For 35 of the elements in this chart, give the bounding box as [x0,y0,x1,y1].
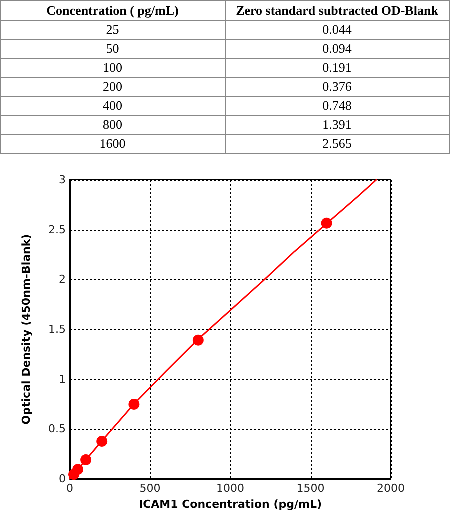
text: 2.565 [225,134,450,154]
x-axis-title: ICAM1 Concentration (pg/mL) [138,498,322,511]
text: 800 [0,116,225,134]
text: 1600 [0,134,225,154]
text: 400 [0,96,225,116]
point [96,436,108,448]
y-tick-label: 0.5 [48,422,66,436]
x-tick-label: 1000 [216,482,244,495]
text: Zero standard subtracted OD-Blank [225,0,450,20]
point [321,218,332,229]
y-tick-label: 0 [59,472,66,486]
x-tick-label: 1500 [296,482,325,495]
text: 0.094 [225,40,450,58]
x-tick-label: 500 [140,482,161,495]
text: 0.376 [225,78,450,96]
text: 100 [0,58,225,78]
x-tick-label: 2000 [377,482,405,495]
point [128,398,140,410]
y-tick-label: 1 [59,372,66,386]
point [72,464,84,476]
text: 0.191 [225,58,450,78]
text: 1.391 [225,116,450,134]
point [80,454,92,466]
y-tick-label: 1.5 [48,323,66,336]
y-tick-label: 2.5 [48,223,66,236]
y-tick-label: 2 [59,273,66,286]
point [192,334,204,346]
text: 0.748 [225,96,450,116]
text: 0.044 [225,20,450,40]
y-axis-title: Optical Density (450nm-Blank) [20,234,33,425]
text: Concentration ( pg/mL) [0,0,225,20]
text: 50 [0,40,225,58]
y-tick-label: 3 [59,174,66,186]
text: 200 [0,78,225,96]
text: 25 [0,20,225,40]
